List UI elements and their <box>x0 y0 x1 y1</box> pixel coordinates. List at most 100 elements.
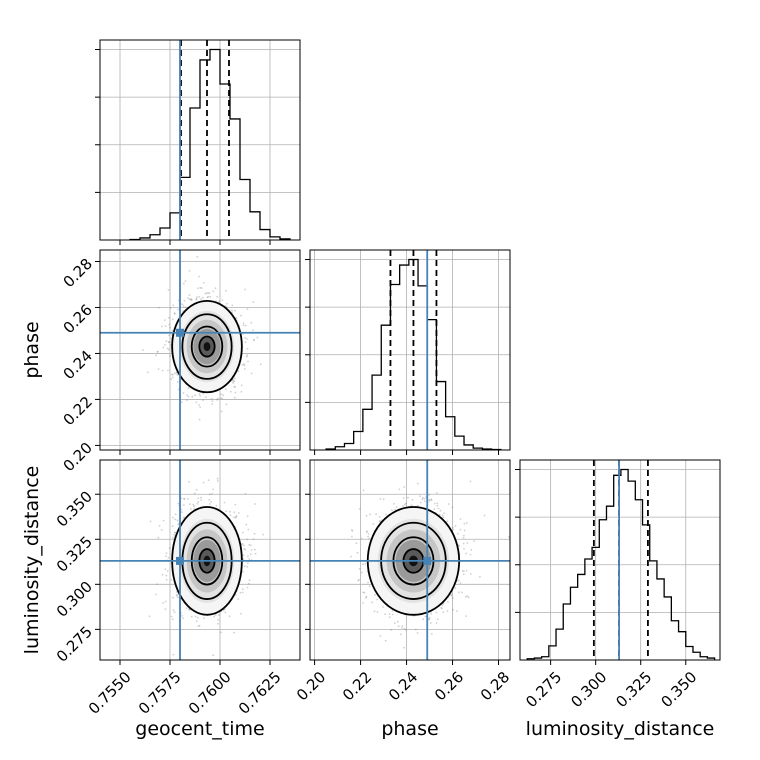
sample-point <box>212 290 215 293</box>
sample-point <box>165 578 168 581</box>
y-tick-label: 0.20 <box>60 439 96 475</box>
sample-point <box>177 308 180 311</box>
sample-point <box>508 536 510 538</box>
x-tick-label: 0.20 <box>293 668 329 704</box>
sample-point <box>243 368 246 370</box>
sample-point <box>246 515 249 518</box>
sample-point <box>428 499 431 501</box>
sample-point <box>214 614 217 616</box>
sample-point <box>216 398 219 401</box>
sample-point <box>436 492 438 494</box>
sample-point <box>233 385 236 388</box>
sample-point <box>169 326 171 329</box>
sample-point <box>146 371 149 374</box>
sample-point <box>249 553 252 555</box>
sample-point <box>155 593 157 596</box>
sample-point <box>172 653 175 656</box>
sample-point <box>149 520 152 523</box>
sample-point <box>216 477 219 480</box>
y-tick-label: 0.26 <box>60 301 96 337</box>
sample-point <box>156 583 158 586</box>
sample-point <box>177 502 180 505</box>
panel-frame <box>99 459 301 661</box>
sample-point <box>442 611 445 613</box>
sample-point <box>170 378 173 381</box>
sample-point <box>369 513 371 516</box>
sample-point <box>459 528 462 531</box>
panel-frame <box>519 459 721 661</box>
sample-point <box>248 558 251 560</box>
sample-point <box>428 618 431 620</box>
sample-point <box>466 542 469 544</box>
sample-point <box>424 615 427 618</box>
sample-point <box>402 497 405 499</box>
sample-point <box>457 579 460 582</box>
sample-point <box>177 523 180 526</box>
sample-point <box>454 587 457 589</box>
sample-point <box>214 287 217 290</box>
contour-line <box>171 299 243 394</box>
sample-point <box>190 298 193 301</box>
sample-point <box>470 549 473 551</box>
sample-point <box>162 602 165 604</box>
sample-point <box>162 519 165 522</box>
sample-point <box>357 579 360 582</box>
sample-point <box>189 508 192 510</box>
sample-point <box>233 396 236 399</box>
sample-point <box>366 530 368 533</box>
sample-point <box>200 496 202 499</box>
sample-point <box>375 513 377 516</box>
sample-point <box>434 502 436 505</box>
sample-point <box>188 270 191 272</box>
sample-point <box>210 500 213 503</box>
sample-point <box>452 528 455 531</box>
sample-point <box>378 516 381 518</box>
sample-point <box>207 295 210 298</box>
sample-point <box>158 306 160 309</box>
sample-point <box>241 364 244 366</box>
sample-point <box>200 287 203 289</box>
sample-point <box>233 511 236 514</box>
sample-point <box>410 504 413 507</box>
sample-point <box>244 288 247 291</box>
sample-point <box>242 531 244 534</box>
sample-point <box>225 289 227 292</box>
x-tick-label: 0.7575 <box>135 668 185 718</box>
sample-point <box>222 609 225 612</box>
sample-point <box>189 298 192 301</box>
sample-point <box>466 595 469 598</box>
sample-point <box>248 579 251 581</box>
sample-point <box>142 349 145 351</box>
sample-point <box>403 486 406 488</box>
x-axis-label-phase: phase <box>381 718 438 740</box>
y-tick-label: 0.24 <box>60 347 96 383</box>
sample-point <box>204 292 207 295</box>
sample-point <box>195 298 198 300</box>
sample-point <box>259 363 262 366</box>
truth-marker <box>423 556 432 565</box>
sample-point <box>376 598 379 601</box>
sample-point <box>173 312 176 315</box>
sample-point <box>168 334 171 337</box>
sample-point <box>233 377 236 380</box>
sample-point <box>463 570 465 573</box>
sample-point <box>187 297 190 299</box>
sample-point <box>185 607 188 609</box>
sample-point <box>188 609 191 611</box>
panel-geocent-time-vs-geocent-time <box>95 39 301 245</box>
sample-point <box>234 503 237 506</box>
sample-point <box>165 574 168 577</box>
x-tick-label: 0.28 <box>477 668 513 704</box>
sample-point <box>202 399 204 402</box>
sample-point <box>215 504 218 507</box>
contour-line <box>181 313 233 380</box>
sample-point <box>240 612 242 615</box>
sample-point <box>174 518 177 521</box>
sample-point <box>211 492 213 495</box>
sample-point <box>173 372 176 375</box>
sample-point <box>382 606 384 608</box>
sample-point <box>195 298 198 301</box>
sample-point <box>195 401 198 404</box>
sample-point <box>364 562 367 565</box>
